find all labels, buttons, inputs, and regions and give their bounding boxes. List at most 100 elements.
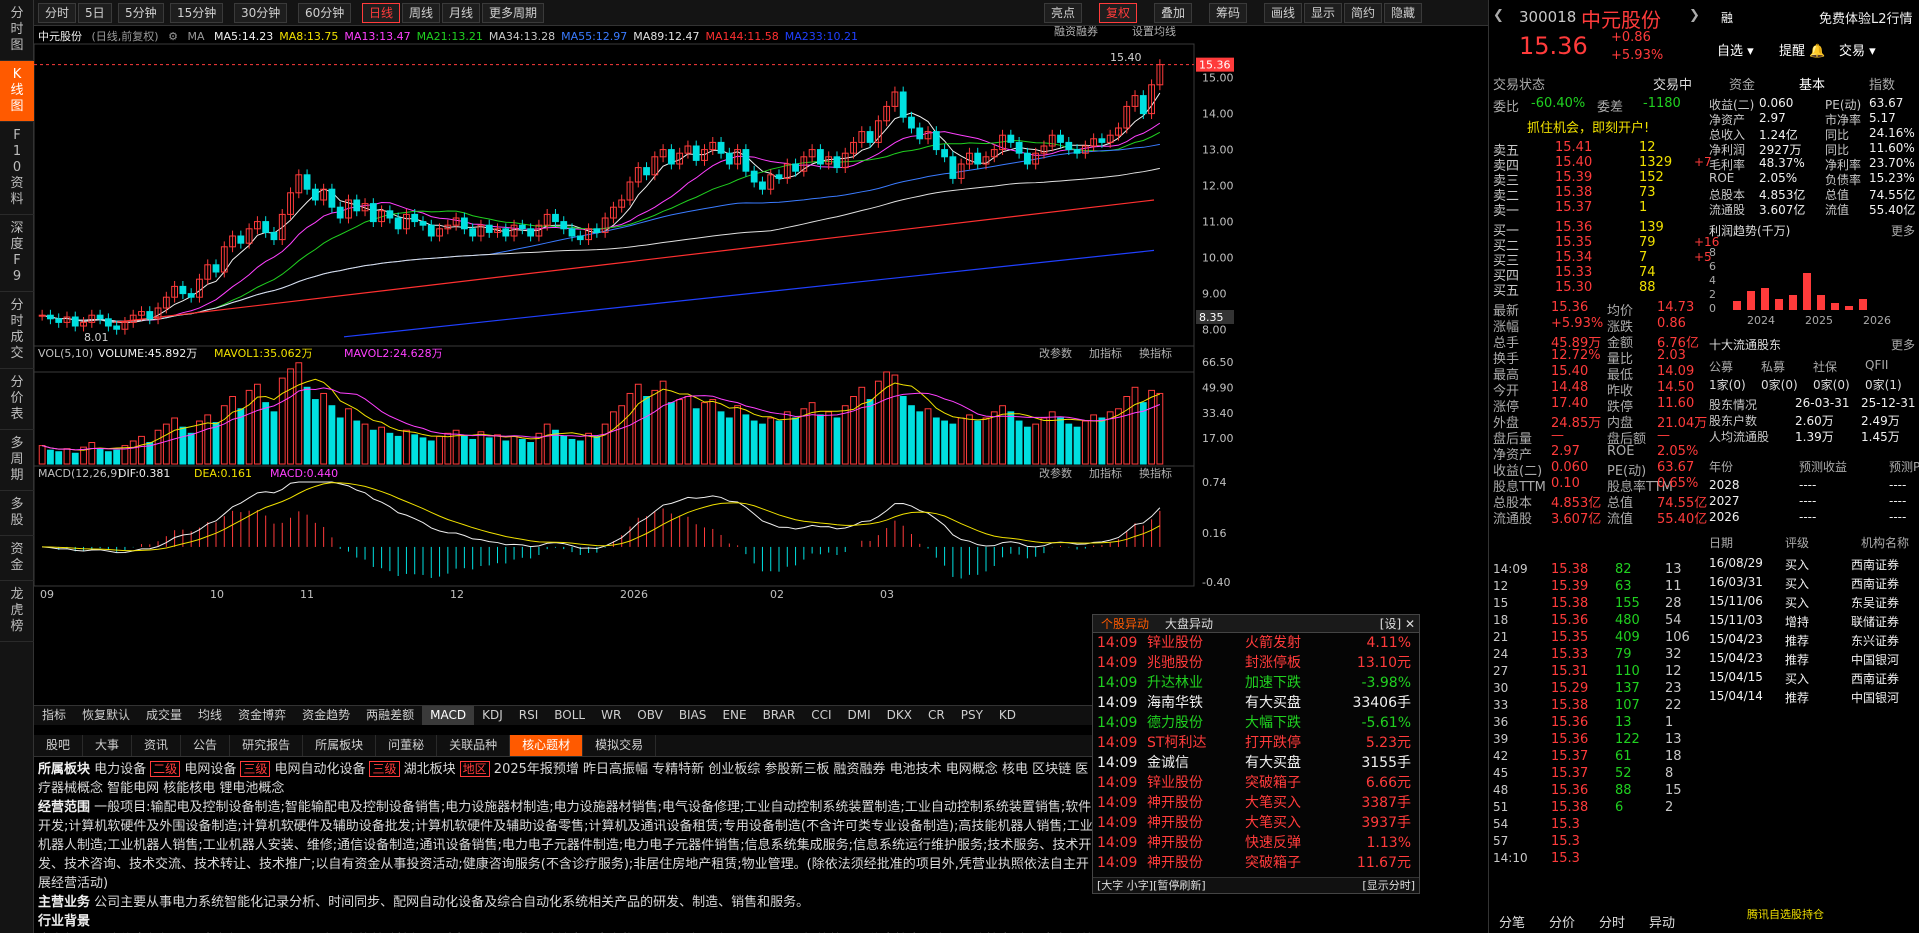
popup-row[interactable]: 14:09 金诚信 有大买盘 3155手 xyxy=(1093,753,1419,773)
sector-name[interactable]: 电力设备 xyxy=(94,762,147,777)
popup-font-toggle[interactable]: [大字 小字][暂停刷新] xyxy=(1097,879,1206,892)
period-7[interactable]: 周线 xyxy=(402,3,441,23)
tool-7[interactable]: 隐藏 xyxy=(1384,3,1423,23)
watchlist-button[interactable]: 自选 ▾ xyxy=(1717,44,1754,59)
info-tab-0[interactable]: 股吧 xyxy=(34,735,84,756)
period-0[interactable]: 分时 xyxy=(38,3,77,23)
rail-item-7[interactable]: 多股 xyxy=(0,491,34,536)
indicator-tab-20[interactable]: PSY xyxy=(960,708,983,722)
popup-row[interactable]: 14:09 神开股份 大笔买入 3937手 xyxy=(1093,813,1419,833)
info-tab-4[interactable]: 研究报告 xyxy=(230,735,304,756)
indicator-tab-6[interactable]: 两融差额 xyxy=(366,708,415,722)
rail-item-4[interactable]: 分时成交 xyxy=(0,292,34,369)
indicator-tab-9[interactable]: RSI xyxy=(518,708,539,722)
info-tab-8[interactable]: 核心题材 xyxy=(510,735,584,756)
kline-chart[interactable]: 融资融券 设置均线 15.00 14.00 13.00 12.00 11.00 10.00 9.… xyxy=(34,26,1414,706)
tool-5[interactable]: 显示 xyxy=(1304,3,1343,23)
indicator-tab-17[interactable]: DMI xyxy=(847,708,871,722)
fund-tab-1[interactable]: 基本 xyxy=(1799,78,1826,93)
next-stock-icon[interactable]: ❯ xyxy=(1689,8,1700,23)
popup-row[interactable]: 14:09 神开股份 快速反弹 1.13% xyxy=(1093,833,1419,853)
popup-row[interactable]: 14:09 德力股份 大幅下跌 -5.61% xyxy=(1093,713,1419,733)
fund-tab-0[interactable]: 资金 xyxy=(1729,78,1756,93)
fund-tab-2[interactable]: 指数 xyxy=(1869,78,1896,93)
info-tab-2[interactable]: 资讯 xyxy=(132,735,182,756)
tool-6[interactable]: 简约 xyxy=(1344,3,1383,23)
tool-1[interactable]: 复权 xyxy=(1099,3,1138,23)
tool-3[interactable]: 筹码 xyxy=(1209,3,1248,23)
l2-promo-link[interactable]: 免费体验L2行情 xyxy=(1819,12,1913,27)
indicator-tab-12[interactable]: OBV xyxy=(637,708,663,722)
indicator-tab-19[interactable]: CR xyxy=(928,708,945,722)
popup-setting[interactable]: [设] ✕ xyxy=(1379,617,1415,631)
indicator-tab-14[interactable]: ENE xyxy=(722,708,747,722)
tool-4[interactable]: 画线 xyxy=(1264,3,1303,23)
indicator-tab-16[interactable]: CCI xyxy=(811,708,832,722)
indicator-tab-13[interactable]: BIAS xyxy=(678,708,707,722)
period-9[interactable]: 更多周期 xyxy=(482,3,545,23)
period-2[interactable]: 5分钟 xyxy=(118,3,164,23)
alert-button[interactable]: 提醒 🔔 xyxy=(1779,44,1826,59)
rail-item-9[interactable]: 龙虎榜 xyxy=(0,581,34,642)
indicator-tab-11[interactable]: WR xyxy=(601,708,622,722)
indicator-tab-21[interactable]: KD xyxy=(998,708,1017,722)
indicator-tab-18[interactable]: DKX xyxy=(886,708,912,722)
popup-tab-1[interactable]: 大盘异动 xyxy=(1165,617,1214,631)
rail-item-5[interactable]: 分价表 xyxy=(0,369,34,430)
period-4[interactable]: 30分钟 xyxy=(234,3,288,23)
info-tab-5[interactable]: 所属板块 xyxy=(303,735,377,756)
indicator-tab-7[interactable]: MACD xyxy=(422,706,475,725)
info-tab-7[interactable]: 关联品种 xyxy=(437,735,511,756)
popup-tab-0[interactable]: 个股异动 xyxy=(1101,617,1150,631)
info-tab-9[interactable]: 模拟交易 xyxy=(583,735,657,756)
popup-row[interactable]: 14:09 锌业股份 火箭发射 4.11% xyxy=(1093,633,1419,653)
tick-tab-0[interactable]: 分笔 xyxy=(1499,916,1526,931)
period-5[interactable]: 60分钟 xyxy=(298,3,352,23)
popup-row[interactable]: 14:09 ST柯利达 打开跌停 5.23元 xyxy=(1093,733,1419,753)
indicator-tab-5[interactable]: 资金趋势 xyxy=(302,708,351,722)
rail-item-6[interactable]: 多周期 xyxy=(0,430,34,491)
popup-row[interactable]: 14:09 兆驰股份 封涨停板 13.10元 xyxy=(1093,653,1419,673)
rail-item-8[interactable]: 资金 xyxy=(0,536,34,581)
tool-2[interactable]: 叠加 xyxy=(1154,3,1193,23)
indicator-tab-1[interactable]: 恢复默认 xyxy=(82,708,131,722)
info-tab-6[interactable]: 问董秘 xyxy=(376,735,438,756)
popup-row[interactable]: 14:09 神开股份 突破箱子 11.67元 xyxy=(1093,853,1419,873)
trade-button[interactable]: 交易 ▾ xyxy=(1839,44,1876,59)
sector-name[interactable]: 湖北板块 xyxy=(399,762,456,777)
open-account-ad[interactable]: 抓住机会，即刻开户! xyxy=(1527,121,1650,136)
holders-more[interactable]: 更多 xyxy=(1891,338,1916,352)
sector-name[interactable]: 电网自动化设备 xyxy=(270,762,366,777)
tick-tab-2[interactable]: 分时 xyxy=(1599,916,1626,931)
popup-row[interactable]: 14:09 海南华铁 有大买盘 33406手 xyxy=(1093,693,1419,713)
period-6[interactable]: 日线 xyxy=(362,3,401,23)
popup-show-chart[interactable]: [显示分时] xyxy=(1362,879,1415,892)
indicator-tab-8[interactable]: KDJ xyxy=(482,708,503,722)
indicator-tab-3[interactable]: 均线 xyxy=(198,708,223,722)
sector-name[interactable]: 电网设备 xyxy=(180,762,237,777)
indicator-tab-10[interactable]: BOLL xyxy=(554,708,586,722)
popup-row[interactable]: 14:09 锌业股份 突破箱子 6.66元 xyxy=(1093,773,1419,793)
indicator-tab-0[interactable]: 指标 xyxy=(42,708,67,722)
popup-row[interactable]: 14:09 神开股份 大笔买入 3387手 xyxy=(1093,793,1419,813)
indicator-tab-4[interactable]: 资金博弈 xyxy=(238,708,287,722)
tool-0[interactable]: 亮点 xyxy=(1044,3,1083,23)
profit-more[interactable]: 更多 xyxy=(1891,224,1916,238)
gear-icon[interactable]: ⚙ xyxy=(168,30,178,43)
period-8[interactable]: 月线 xyxy=(442,3,481,23)
popup-row[interactable]: 14:09 升达林业 加速下跌 -3.98% xyxy=(1093,673,1419,693)
period-3[interactable]: 15分钟 xyxy=(170,3,224,23)
info-tab-1[interactable]: 大事 xyxy=(83,735,133,756)
tick-tab-3[interactable]: 异动 xyxy=(1649,916,1676,931)
indicator-tab-2[interactable]: 成交量 xyxy=(146,708,183,722)
tick-tab-1[interactable]: 分价 xyxy=(1549,916,1576,931)
period-1[interactable]: 5日 xyxy=(78,3,112,23)
info-tab-3[interactable]: 公告 xyxy=(181,735,231,756)
prev-stock-icon[interactable]: ❮ xyxy=(1493,8,1504,23)
rail-item-0[interactable]: 分时图 xyxy=(0,0,34,61)
indicator-tab-15[interactable]: BRAR xyxy=(762,708,796,722)
holder-val: 0家(0) xyxy=(1813,378,1850,392)
